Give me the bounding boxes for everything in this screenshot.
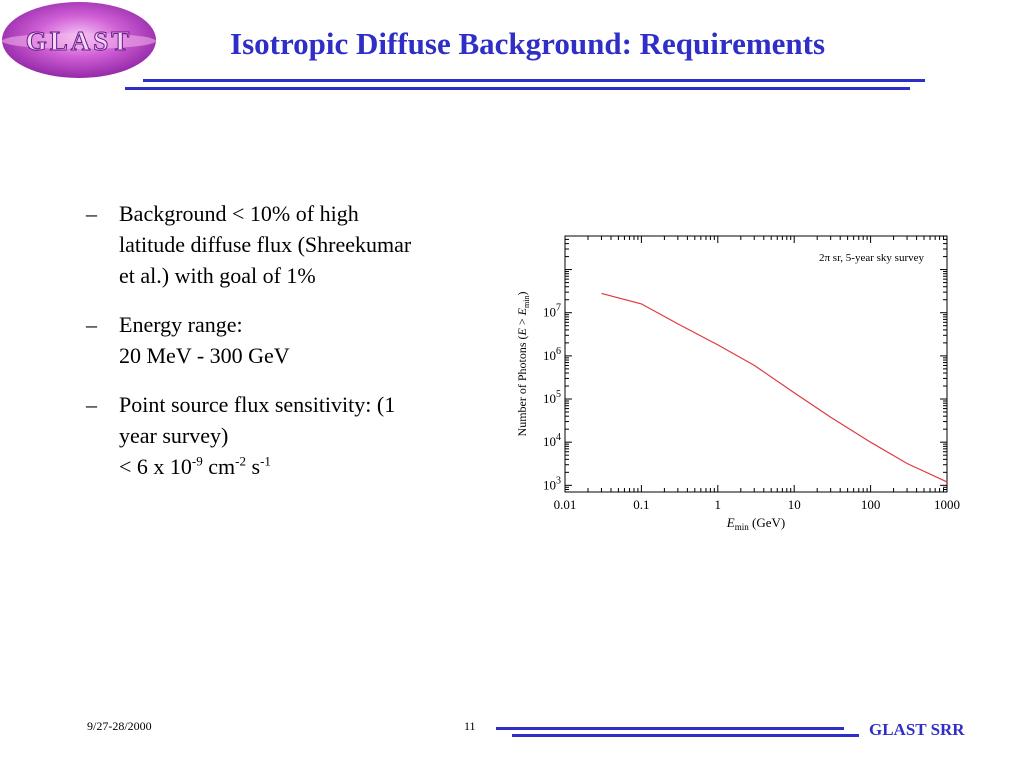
formula-part: < 6 x 10 — [119, 454, 192, 479]
bullet-line: year survey) — [119, 423, 229, 448]
x-tick-label: 10 — [788, 497, 801, 512]
x-tick-label: 100 — [861, 497, 881, 512]
y-tick-base: 10 — [543, 477, 556, 492]
page-number: 11 — [464, 719, 476, 733]
title-divider-lower — [125, 87, 910, 90]
title-divider-upper — [143, 79, 925, 82]
footer-date: 9/27-28/2000 — [87, 719, 152, 733]
x-tick-label: 0.01 — [554, 497, 577, 512]
x-tick-label: 1 — [715, 497, 722, 512]
bullet-dash: – — [86, 392, 97, 417]
axis-ticks — [564, 235, 948, 493]
bullet-line: latitude diffuse flux (Shreekumar — [119, 232, 412, 257]
sensitivity-formula: < 6 x 10-9 cm-2 s-1 — [119, 451, 476, 482]
y-tick-exponent: 6 — [556, 346, 561, 357]
x-tick-label: 1000 — [934, 497, 960, 512]
bullet-list: – Background < 10% of high latitude diff… — [86, 198, 476, 500]
plot-frame — [564, 235, 948, 493]
bullet-dash: – — [86, 312, 97, 337]
x-axis-label-unit: (GeV) — [749, 515, 785, 530]
bullet-line: Energy range: — [119, 312, 243, 337]
y-tick-exponent: 4 — [556, 432, 561, 443]
y-axis-label: Number of Photons (E > Emin) — [515, 292, 531, 437]
y-axis-label-sub: min — [522, 296, 531, 308]
bullet-energy-range: – Energy range: 20 MeV - 300 GeV — [86, 309, 476, 371]
footer-divider-lower — [512, 734, 859, 737]
y-axis-label-part: ) — [515, 292, 529, 296]
photon-count-chart: 0.01 0.1 1 10 100 1000 103 104 105 106 107 2π sr,… — [508, 226, 978, 541]
y-tick-base: 10 — [543, 434, 556, 449]
formula-exponent: -9 — [191, 453, 203, 469]
data-series — [601, 292, 948, 483]
y-tick-label: 104 — [543, 432, 561, 449]
bullet-dash: – — [86, 201, 97, 226]
footer-divider-upper — [496, 727, 844, 730]
x-axis-label-sub: min — [735, 522, 750, 532]
formula-part: s — [246, 454, 261, 479]
y-tick-label: 103 — [543, 475, 561, 492]
y-tick-exponent: 5 — [556, 389, 561, 400]
y-tick-exponent: 3 — [556, 475, 561, 486]
bullet-line: 20 MeV - 300 GeV — [119, 343, 290, 368]
slide-title: Isotropic Diffuse Background: Requiremen… — [230, 26, 826, 61]
y-axis-label-var: E — [515, 307, 529, 316]
y-tick-exponent: 7 — [556, 303, 561, 314]
x-tick-label: 0.1 — [633, 497, 649, 512]
footer-brand: GLAST SRR — [869, 720, 965, 739]
bullet-background: – Background < 10% of high latitude diff… — [86, 198, 476, 291]
bullet-line: Point source flux sensitivity: (1 — [119, 392, 396, 417]
y-axis-label-part: Number of Photons ( — [515, 335, 529, 436]
formula-exponent: -2 — [235, 453, 246, 469]
y-tick-base: 10 — [543, 391, 556, 406]
bullet-line: et al.) with goal of 1% — [119, 263, 316, 288]
x-tick-labels: 0.01 0.1 1 10 100 1000 — [554, 497, 960, 512]
y-axis-label-var: E — [515, 327, 529, 336]
series-line — [601, 292, 948, 483]
x-axis-label: Emin (GeV) — [726, 515, 785, 532]
chart-annotation: 2π sr, 5-year sky survey — [819, 252, 925, 264]
y-tick-base: 10 — [543, 305, 556, 320]
formula-exponent: -1 — [260, 453, 271, 469]
y-tick-label: 106 — [543, 346, 561, 363]
bullet-line: Background < 10% of high — [119, 201, 359, 226]
y-axis-label-part: > — [515, 315, 529, 328]
y-tick-label: 105 — [543, 389, 561, 406]
bullet-sensitivity: – Point source flux sensitivity: (1 year… — [86, 389, 476, 482]
logo-text: GLAST — [26, 26, 133, 56]
x-axis-label-var: E — [726, 515, 735, 530]
y-tick-base: 10 — [543, 348, 556, 363]
y-tick-label: 107 — [543, 303, 561, 320]
formula-part: cm — [202, 454, 236, 479]
glast-logo: GLAST — [0, 0, 158, 80]
